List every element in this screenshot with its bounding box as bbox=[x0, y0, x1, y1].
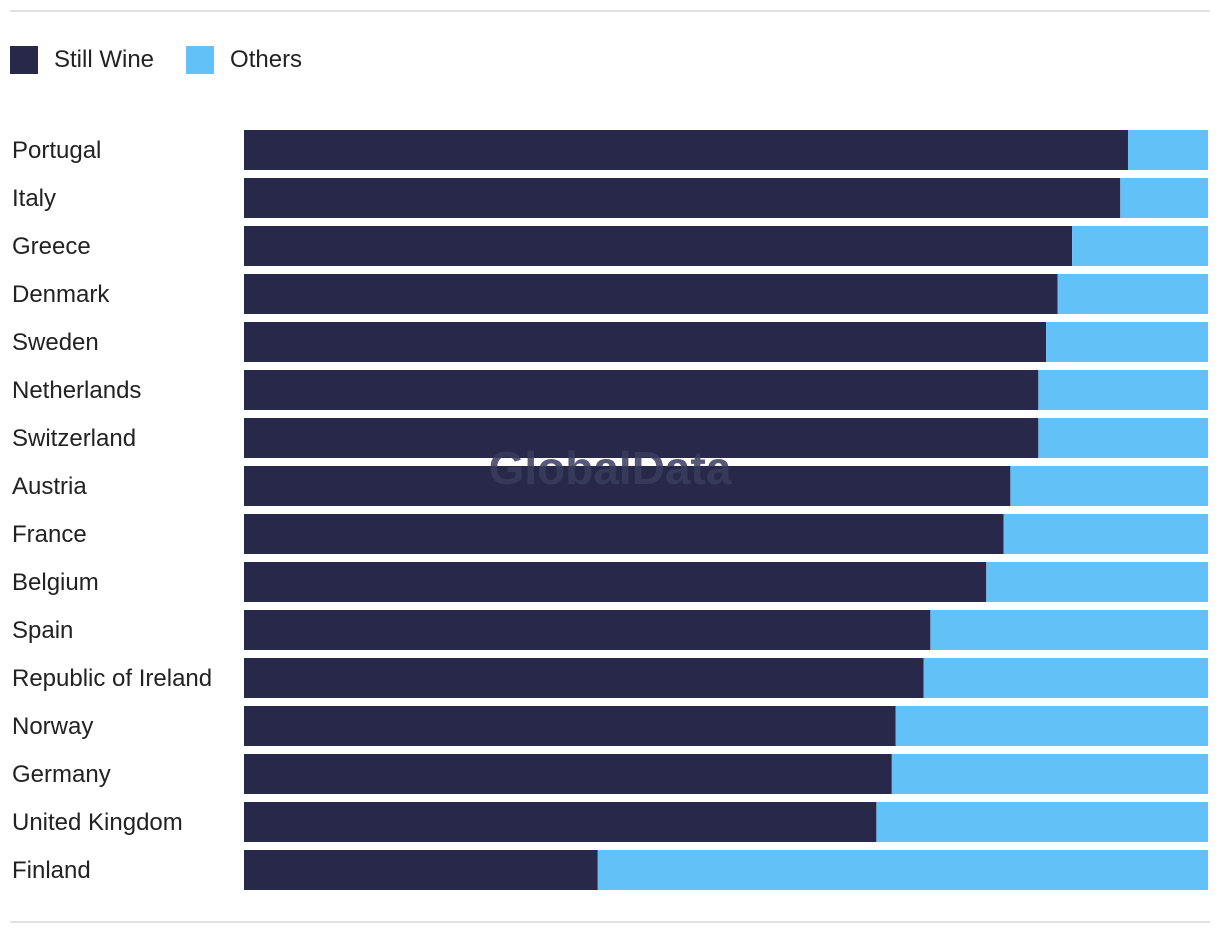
category-label-italy: Italy bbox=[12, 185, 56, 212]
bar-denmark-others[interactable] bbox=[1057, 274, 1208, 314]
legend: Still Wine Others bbox=[10, 46, 302, 74]
bar-switzerland-others[interactable] bbox=[1038, 418, 1208, 458]
category-label-belgium: Belgium bbox=[12, 569, 99, 596]
bar-spain-others[interactable] bbox=[930, 610, 1208, 650]
bar-greece-still-wine[interactable] bbox=[244, 226, 1073, 266]
bar-austria-still-wine[interactable] bbox=[244, 466, 1011, 506]
bar-denmark-still-wine[interactable] bbox=[244, 274, 1058, 314]
bar-united-kingdom-still-wine[interactable] bbox=[244, 802, 877, 842]
bar-france-still-wine[interactable] bbox=[244, 514, 1004, 554]
category-label-netherlands: Netherlands bbox=[12, 377, 141, 404]
category-label-spain: Spain bbox=[12, 617, 73, 644]
bar-portugal-others[interactable] bbox=[1127, 130, 1208, 170]
legend-item-still-wine[interactable]: Still Wine bbox=[10, 46, 154, 74]
top-divider bbox=[10, 10, 1210, 12]
category-label-france: France bbox=[12, 521, 87, 548]
bar-portugal-still-wine[interactable] bbox=[244, 130, 1128, 170]
bar-united-kingdom-others[interactable] bbox=[876, 802, 1208, 842]
legend-item-others[interactable]: Others bbox=[186, 46, 302, 74]
category-label-switzerland: Switzerland bbox=[12, 425, 136, 452]
category-label-finland: Finland bbox=[12, 857, 91, 884]
bar-austria-others[interactable] bbox=[1010, 466, 1208, 506]
legend-swatch-others bbox=[186, 46, 215, 74]
bar-republic-of-ireland-still-wine[interactable] bbox=[244, 658, 924, 698]
bar-sweden-still-wine[interactable] bbox=[244, 322, 1047, 362]
watermark-text: GlobalData bbox=[489, 442, 732, 494]
bar-belgium-others[interactable] bbox=[986, 562, 1208, 602]
legend-swatch-still-wine bbox=[10, 46, 38, 74]
bar-norway-still-wine[interactable] bbox=[244, 706, 896, 746]
legend-label-others: Others bbox=[230, 46, 303, 73]
bar-norway-others[interactable] bbox=[895, 706, 1208, 746]
bar-switzerland-still-wine[interactable] bbox=[244, 418, 1039, 458]
category-label-austria: Austria bbox=[12, 473, 87, 500]
category-label-republic-of-ireland: Republic of Ireland bbox=[12, 665, 212, 692]
category-label-sweden: Sweden bbox=[12, 329, 99, 356]
category-label-norway: Norway bbox=[12, 713, 93, 740]
bar-germany-others[interactable] bbox=[891, 754, 1208, 794]
bar-germany-still-wine[interactable] bbox=[244, 754, 892, 794]
bar-belgium-still-wine[interactable] bbox=[244, 562, 987, 602]
category-label-denmark: Denmark bbox=[12, 281, 110, 308]
category-label-portugal: Portugal bbox=[12, 137, 101, 164]
bar-finland-still-wine[interactable] bbox=[244, 850, 598, 890]
category-label-united-kingdom: United Kingdom bbox=[12, 809, 183, 836]
bar-republic-of-ireland-others[interactable] bbox=[923, 658, 1208, 698]
bar-netherlands-still-wine[interactable] bbox=[244, 370, 1039, 410]
bar-italy-still-wine[interactable] bbox=[244, 178, 1121, 218]
bar-netherlands-others[interactable] bbox=[1038, 370, 1208, 410]
bar-spain-still-wine[interactable] bbox=[244, 610, 931, 650]
bottom-divider bbox=[10, 921, 1210, 923]
legend-label-still-wine: Still Wine bbox=[54, 46, 155, 73]
bar-france-others[interactable] bbox=[1003, 514, 1208, 554]
bar-greece-others[interactable] bbox=[1072, 226, 1208, 266]
bar-finland-others[interactable] bbox=[597, 850, 1208, 890]
category-label-group: Portugal Italy Greece Denmark Sweden Netherla… bbox=[12, 137, 212, 884]
bar-sweden-others[interactable] bbox=[1046, 322, 1208, 362]
bar-group bbox=[244, 130, 1208, 890]
bar-italy-others[interactable] bbox=[1120, 178, 1208, 218]
category-label-germany: Germany bbox=[12, 761, 111, 788]
category-label-greece: Greece bbox=[12, 233, 91, 260]
